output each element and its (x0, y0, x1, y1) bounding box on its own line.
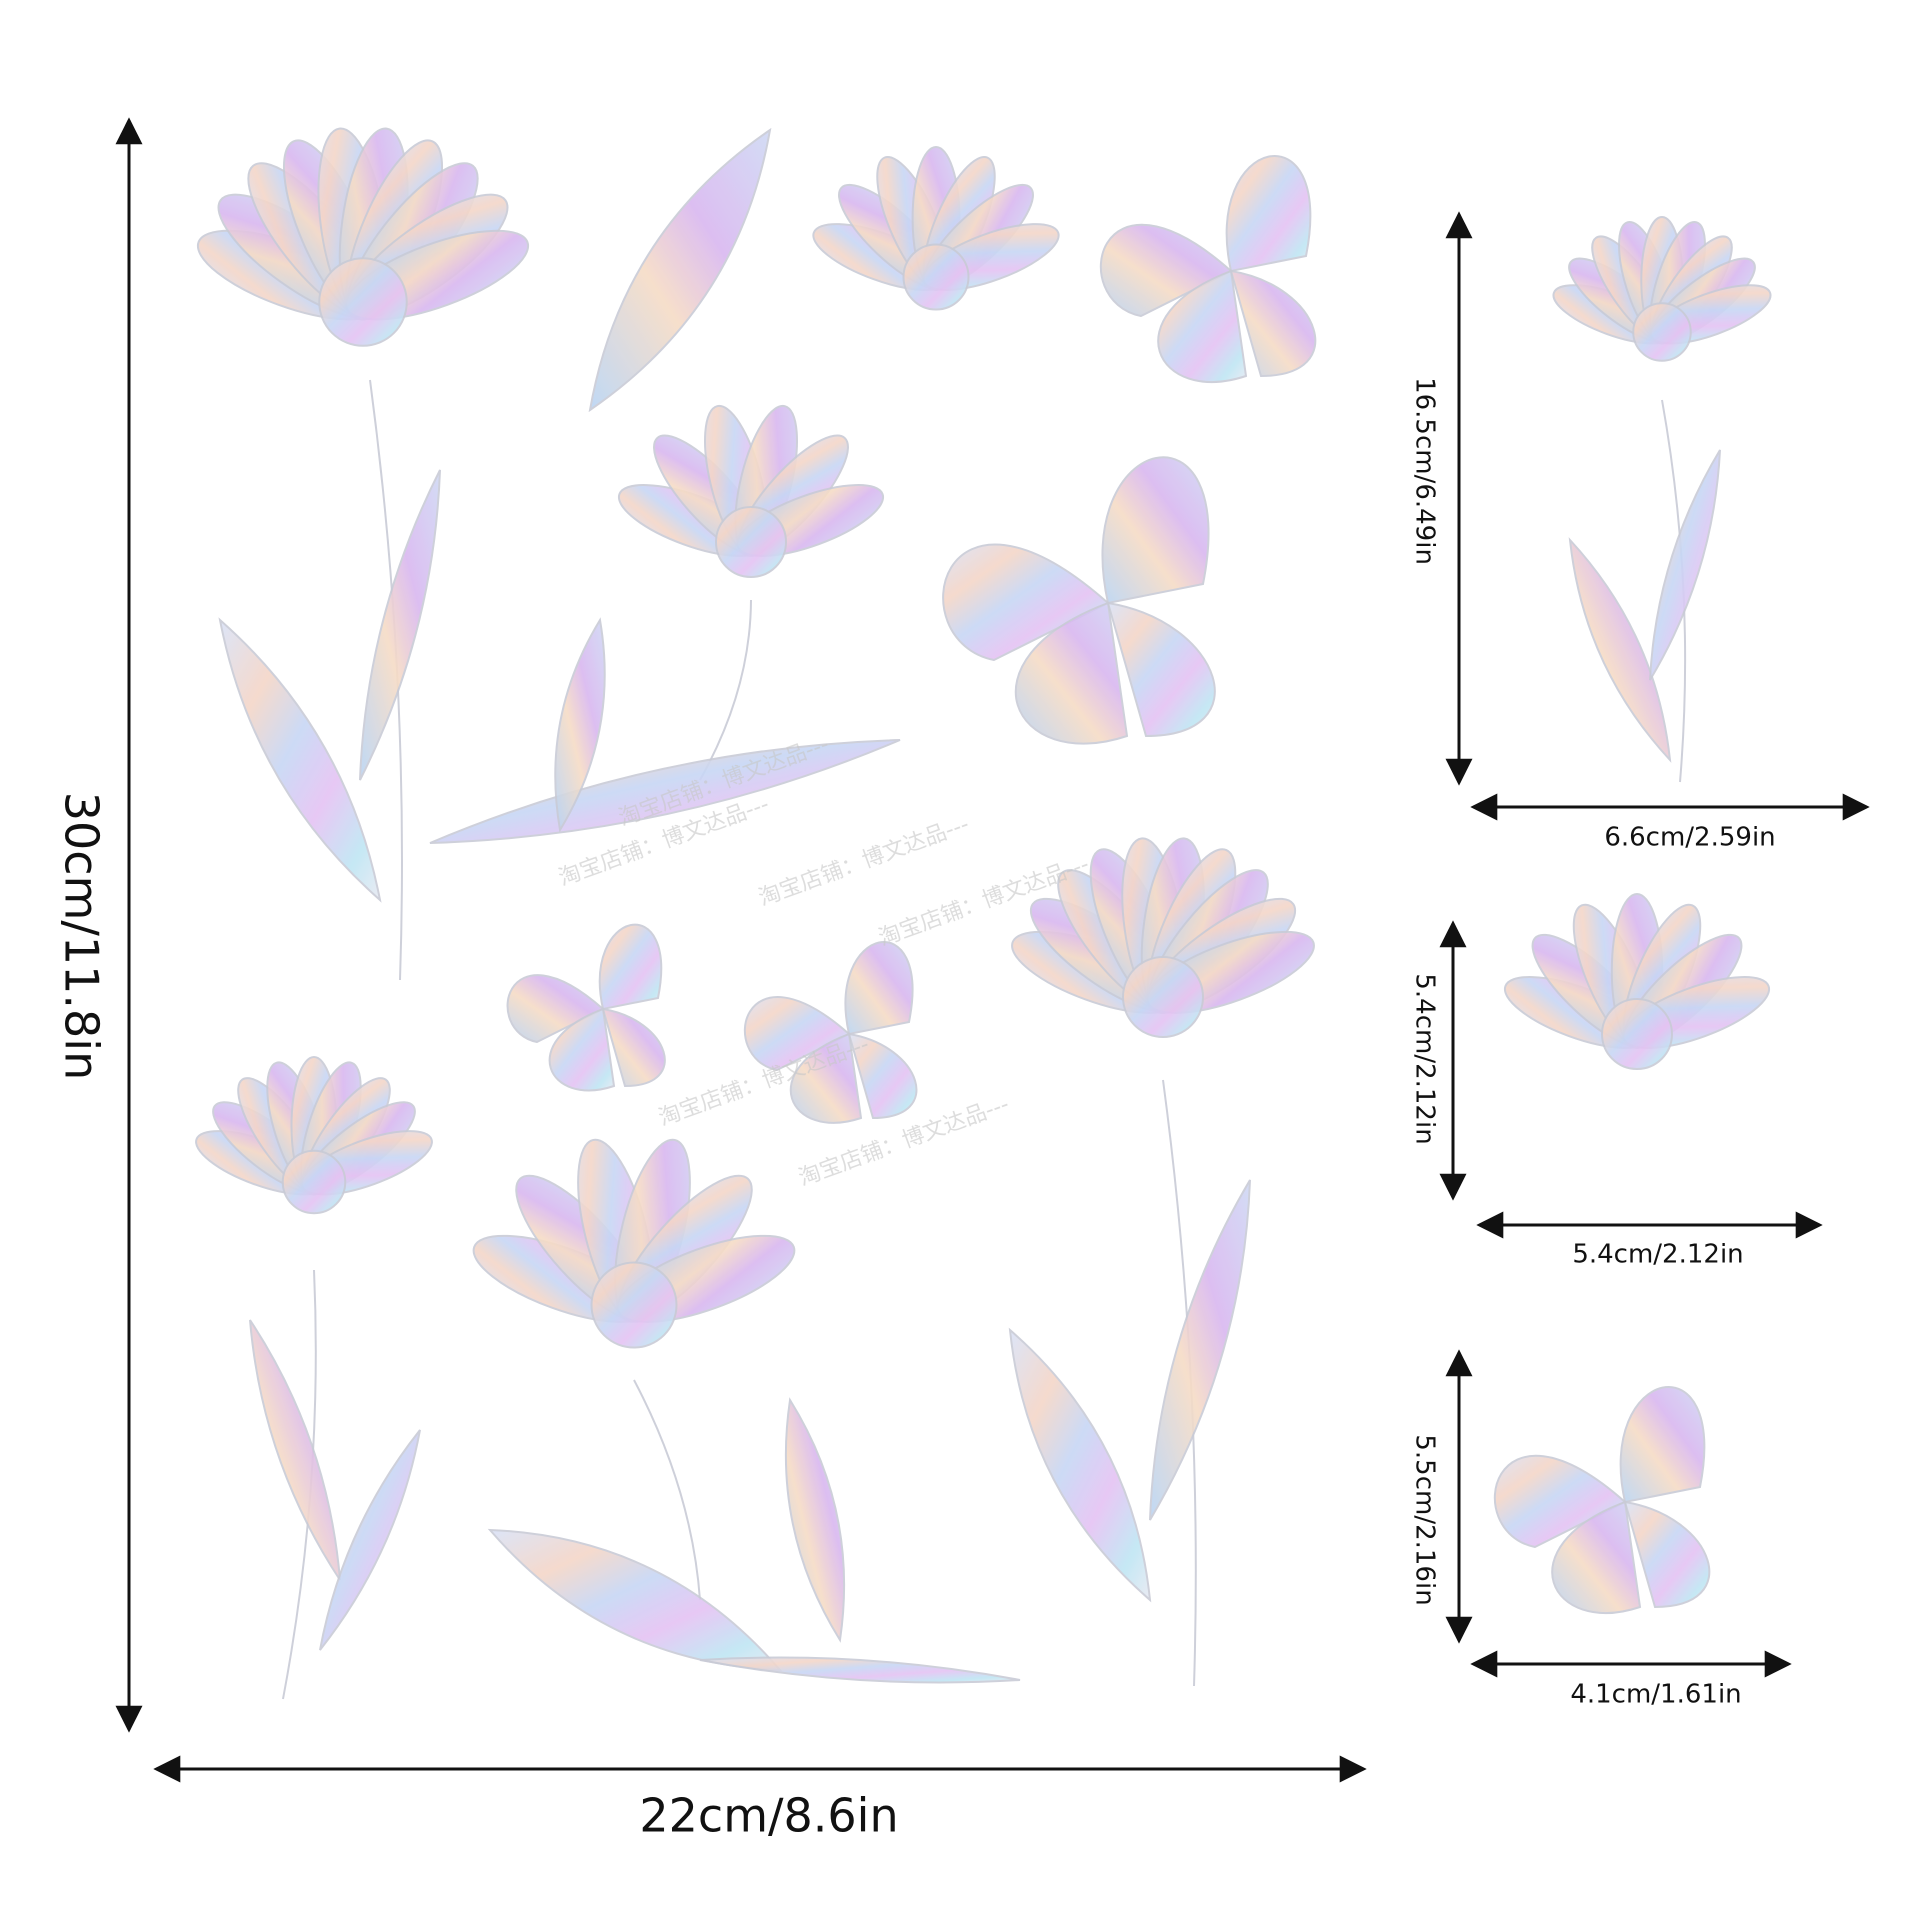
wing (1101, 456, 1210, 605)
leaf (249, 1319, 341, 1581)
flower-center (1122, 956, 1204, 1038)
leaf (319, 1429, 421, 1651)
wing (601, 1007, 666, 1088)
flower-center (715, 506, 787, 578)
wing (1229, 269, 1317, 378)
flower-center (590, 1261, 678, 1349)
leaf (784, 1397, 846, 1643)
leaf (1149, 1179, 1251, 1521)
wing (1106, 601, 1216, 738)
main-width-label: 22cm/8.6in (639, 1789, 898, 1843)
flower-center (318, 257, 408, 347)
leaf (1568, 537, 1672, 763)
wing (598, 923, 663, 1011)
item-height-label: 16.5cm/6.49in (1410, 377, 1440, 565)
leaf (588, 127, 772, 413)
wing (1619, 1386, 1706, 1504)
wing (506, 974, 605, 1044)
wing (1494, 1454, 1627, 1549)
wing (1014, 601, 1129, 745)
item-height-label: 5.5cm/2.16in (1410, 1434, 1440, 1605)
wing (789, 1032, 863, 1124)
leaf (699, 1656, 1021, 1684)
flower-center (1601, 998, 1673, 1070)
main-height-label: 30cm/11.8in (55, 792, 109, 1081)
stem (699, 599, 752, 781)
wing (743, 996, 851, 1072)
wing (1100, 223, 1233, 318)
wing (1623, 1500, 1711, 1609)
wing (1225, 155, 1312, 273)
leaf (359, 469, 441, 781)
wing (1157, 269, 1248, 383)
leaf (218, 617, 382, 903)
leaf (1649, 449, 1721, 681)
flower-center (902, 243, 970, 311)
leaf (1008, 1327, 1152, 1603)
flower-center (281, 1149, 347, 1215)
wing (847, 1032, 918, 1120)
wing (942, 543, 1110, 662)
item-width-label: 6.6cm/2.59in (1604, 823, 1775, 853)
watermark: 淘宝店铺：博文达品--- (756, 812, 973, 911)
flower-center (1632, 302, 1692, 362)
item-height-label: 5.4cm/2.12in (1410, 973, 1440, 1144)
item-width-label: 5.4cm/2.12in (1572, 1240, 1743, 1270)
wing (1551, 1500, 1642, 1614)
stem (633, 1379, 701, 1601)
leaf (487, 1528, 783, 1672)
wing (844, 941, 914, 1036)
leaf (554, 617, 606, 833)
wing (548, 1007, 616, 1092)
item-width-label: 4.1cm/1.61in (1570, 1680, 1741, 1710)
stickers (195, 127, 1772, 1700)
